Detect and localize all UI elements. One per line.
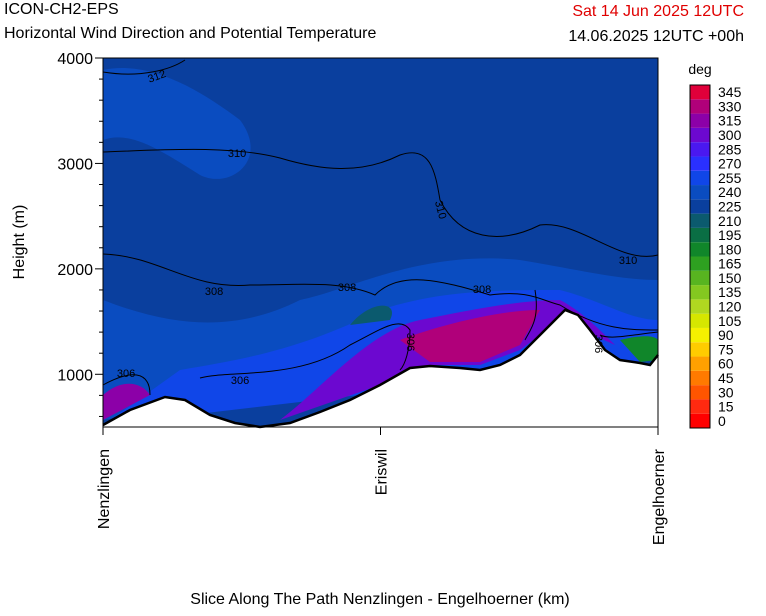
- contours: [102, 59, 659, 396]
- colorbar-label: 60: [718, 356, 734, 372]
- colorbar-label: 285: [718, 141, 742, 157]
- colorbar-box: [690, 199, 710, 214]
- colorbar-box: [690, 113, 710, 128]
- colorbar-label: 150: [718, 270, 742, 286]
- valid-time: Sat 14 Jun 2025 12UTC: [572, 3, 744, 20]
- terrain-outline: [102, 308, 659, 429]
- colorbar-label: 195: [718, 227, 742, 243]
- contour-label: 310: [432, 200, 448, 221]
- colorbar-label: 75: [718, 341, 734, 357]
- colorbar-box: [690, 399, 710, 414]
- contour-label: 310: [619, 255, 637, 267]
- colorbar-box: [690, 156, 710, 171]
- chart-subtitle: Horizontal Wind Direction and Potential …: [4, 25, 376, 42]
- colorbar-box: [690, 313, 710, 328]
- colorbar-frame: [689, 84, 711, 429]
- colorbar-label: 240: [718, 184, 742, 200]
- x-tick-label: Engelhoerner: [651, 448, 668, 545]
- contour-label: 308: [338, 282, 356, 294]
- colorbar-box: [690, 356, 710, 371]
- colorbar-label: 30: [718, 384, 734, 400]
- contour-label: 310: [228, 148, 246, 160]
- colorbar-label: 120: [718, 299, 742, 315]
- colorbar-label: 315: [718, 113, 742, 129]
- colorbar-label: 345: [718, 84, 742, 100]
- y-tick-label: 2000: [57, 262, 93, 279]
- colorbar-box: [690, 370, 710, 386]
- colorbar-box: [690, 85, 710, 100]
- colorbar-box: [690, 413, 710, 428]
- colorbar-label: 225: [718, 198, 742, 214]
- colorbar-label: 300: [718, 127, 742, 143]
- colorbar-box: [690, 270, 710, 286]
- run-time: 14.06.2025 12UTC +00h: [568, 28, 744, 45]
- contour-label: 306: [231, 375, 249, 387]
- colorbar-label: 180: [718, 241, 742, 257]
- colorbar-box: [690, 242, 710, 257]
- colorbar-box: [690, 256, 710, 271]
- contour-label: 312: [146, 68, 167, 86]
- colorbar-label: 210: [718, 213, 742, 229]
- colorbar-label: 45: [718, 370, 734, 386]
- colorbar-box: [690, 385, 710, 400]
- y-tick-label: 4000: [57, 51, 93, 68]
- colorbar-box: [690, 170, 710, 186]
- colorbar-label: 270: [718, 156, 742, 172]
- field: [102, 58, 659, 429]
- contour-label: 308: [473, 284, 491, 296]
- colorbar-label: 0: [718, 413, 726, 429]
- contour-label: 308: [205, 286, 223, 298]
- colorbar-label: 135: [718, 284, 742, 300]
- colorbar-box: [690, 285, 710, 300]
- field-region: [103, 68, 251, 179]
- x-axis-title: Slice Along The Path Nenzlingen - Engelh…: [190, 591, 569, 608]
- colorbar-label: 165: [718, 256, 742, 272]
- contour-label: 306: [592, 335, 604, 353]
- colorbar-label: 330: [718, 98, 742, 114]
- colorbar-label: 90: [718, 327, 734, 343]
- colorbar-box: [690, 142, 710, 157]
- colorbar-box: [690, 213, 710, 228]
- colorbar-box: [690, 127, 710, 143]
- contour-label: 306: [404, 333, 416, 351]
- colorbar-box: [690, 99, 710, 114]
- field-region: [400, 310, 540, 362]
- field-region: [103, 383, 150, 420]
- field-region: [350, 305, 392, 325]
- colorbar-box: [690, 185, 710, 200]
- colorbar-box: [690, 299, 710, 314]
- colorbar-title: deg: [688, 61, 711, 77]
- colorbar-label: 255: [718, 170, 742, 186]
- colorbar-label: 105: [718, 313, 742, 329]
- terrain: [103, 310, 658, 427]
- field-region: [620, 336, 658, 362]
- colorbar-box: [690, 327, 710, 343]
- x-tick-label: Eriswil: [374, 449, 391, 495]
- colorbar-label: 15: [718, 399, 734, 415]
- colorbar-box: [690, 227, 710, 243]
- colorbar-box: [690, 342, 710, 357]
- chart-title: ICON-CH2-EPS: [4, 1, 119, 18]
- y-tick-label: 3000: [57, 156, 93, 173]
- x-tick-label: Nenzlingen: [96, 449, 113, 529]
- y-axis-title: Height (m): [11, 205, 28, 280]
- y-tick-label: 1000: [57, 367, 93, 384]
- contour-label: 306: [117, 368, 135, 380]
